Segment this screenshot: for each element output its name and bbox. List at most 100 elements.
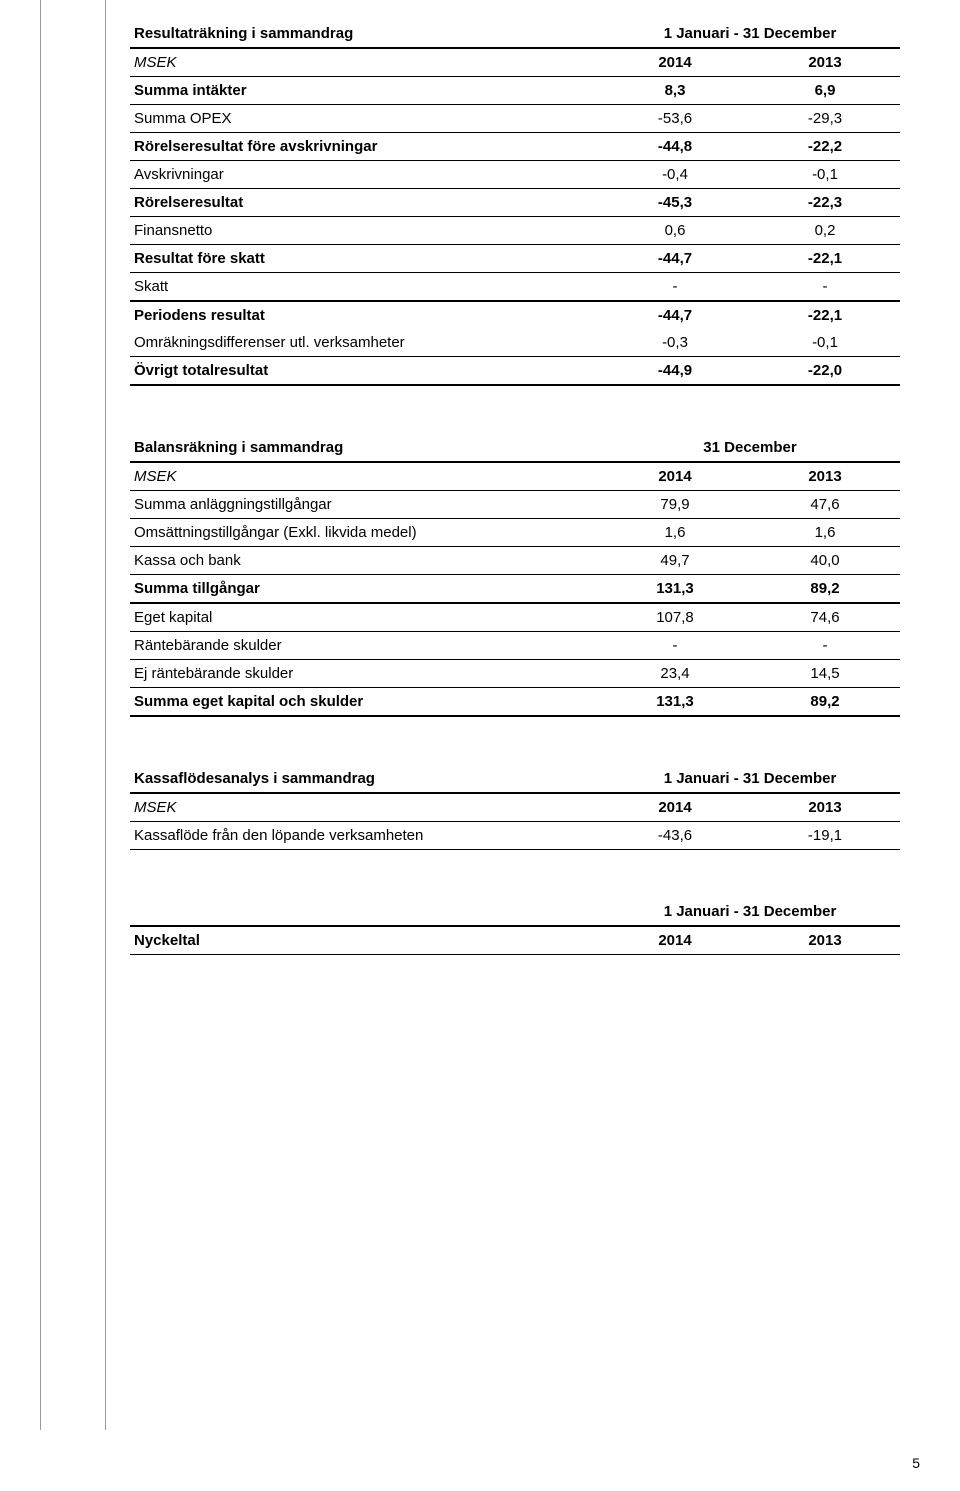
row-label: Kassa och bank [130, 547, 600, 575]
row-label: Summa tillgångar [130, 575, 600, 604]
income-title: Resultaträkning i sammandrag [130, 20, 600, 48]
row-label: Räntebärande skulder [130, 632, 600, 660]
row-label: Finansnetto [130, 217, 600, 245]
margin-line-inner [105, 0, 106, 1430]
balance-unit-label: MSEK [130, 462, 600, 491]
row-value-2014: 49,7 [600, 547, 750, 575]
table-row: Rörelseresultat före avskrivningar-44,8-… [130, 133, 900, 161]
row-value-2014: 79,9 [600, 491, 750, 519]
row-label: Övrigt totalresultat [130, 357, 600, 386]
row-value-2014: 0,6 [600, 217, 750, 245]
income-rows: Summa intäkter8,36,9Summa OPEX-53,6-29,3… [130, 77, 900, 386]
margin-line-outer [40, 0, 41, 1430]
table-row: Kassa och bank49,740,0 [130, 547, 900, 575]
table-row: Summa tillgångar131,389,2 [130, 575, 900, 604]
row-label: Omräkningsdifferenser utl. verksamheter [130, 329, 600, 357]
income-col-2013: 2013 [750, 48, 900, 77]
row-value-2013: 6,9 [750, 77, 900, 105]
balance-period: 31 December [600, 434, 900, 462]
keyratios-empty [130, 898, 600, 926]
row-label: Eget kapital [130, 603, 600, 632]
income-unit-label: MSEK [130, 48, 600, 77]
balance-col-2014: 2014 [600, 462, 750, 491]
table-row: Summa intäkter8,36,9 [130, 77, 900, 105]
row-value-2014: 107,8 [600, 603, 750, 632]
row-value-2013: 89,2 [750, 688, 900, 717]
row-label: Summa anläggningstillgångar [130, 491, 600, 519]
balance-title: Balansräkning i sammandrag [130, 434, 600, 462]
row-value-2013: 40,0 [750, 547, 900, 575]
keyratios-period: 1 Januari - 31 December [600, 898, 900, 926]
row-value-2014: - [600, 273, 750, 302]
keyratios-section: 1 Januari - 31 December Nyckeltal 2014 2… [130, 898, 900, 955]
row-label: Rörelseresultat [130, 189, 600, 217]
row-label: Ej räntebärande skulder [130, 660, 600, 688]
table-row: Eget kapital107,874,6 [130, 603, 900, 632]
row-label: Avskrivningar [130, 161, 600, 189]
table-row: Periodens resultat-44,7-22,1 [130, 301, 900, 329]
table-row: Räntebärande skulder-- [130, 632, 900, 660]
row-value-2013: -0,1 [750, 329, 900, 357]
row-value-2013: 14,5 [750, 660, 900, 688]
row-value-2013: -22,0 [750, 357, 900, 386]
balance-rows: Summa anläggningstillgångar79,947,6Omsät… [130, 491, 900, 717]
table-row: Summa anläggningstillgångar79,947,6 [130, 491, 900, 519]
cashflow-section: Kassaflödesanalys i sammandrag 1 Januari… [130, 765, 900, 850]
balance-sheet-table: Balansräkning i sammandrag 31 December M… [130, 434, 900, 717]
table-row: Resultat före skatt-44,7-22,1 [130, 245, 900, 273]
row-label: Summa intäkter [130, 77, 600, 105]
row-value-2013: -29,3 [750, 105, 900, 133]
row-value-2014: -44,8 [600, 133, 750, 161]
table-row: Avskrivningar-0,4-0,1 [130, 161, 900, 189]
row-value-2014: -0,3 [600, 329, 750, 357]
row-value-2014: 23,4 [600, 660, 750, 688]
row-label: Summa eget kapital och skulder [130, 688, 600, 717]
cashflow-table: Kassaflödesanalys i sammandrag 1 Januari… [130, 765, 900, 850]
cashflow-period: 1 Januari - 31 December [600, 765, 900, 793]
row-label: Omsättningstillgångar (Exkl. likvida med… [130, 519, 600, 547]
cashflow-col-2013: 2013 [750, 793, 900, 822]
row-value-2014: -53,6 [600, 105, 750, 133]
row-value-2013: -22,1 [750, 301, 900, 329]
page: Resultaträkning i sammandrag 1 Januari -… [0, 0, 960, 1491]
row-value-2013: 89,2 [750, 575, 900, 604]
row-value-2014: -44,7 [600, 245, 750, 273]
row-value-2013: 1,6 [750, 519, 900, 547]
row-value-2013: - [750, 632, 900, 660]
row-value-2014: 131,3 [600, 575, 750, 604]
income-statement-table: Resultaträkning i sammandrag 1 Januari -… [130, 20, 900, 386]
table-row: Omsättningstillgångar (Exkl. likvida med… [130, 519, 900, 547]
keyratios-col-2014: 2014 [600, 926, 750, 955]
row-label: Summa OPEX [130, 105, 600, 133]
row-value-2014: -43,6 [600, 822, 750, 850]
row-value-2013: -22,3 [750, 189, 900, 217]
balance-sheet-section: Balansräkning i sammandrag 31 December M… [130, 434, 900, 717]
row-label: Resultat före skatt [130, 245, 600, 273]
keyratios-col-2013: 2013 [750, 926, 900, 955]
table-row: Ej räntebärande skulder23,414,5 [130, 660, 900, 688]
row-value-2013: 74,6 [750, 603, 900, 632]
row-value-2013: -19,1 [750, 822, 900, 850]
row-label: Kassaflöde från den löpande verksamheten [130, 822, 600, 850]
row-value-2013: -22,1 [750, 245, 900, 273]
row-value-2014: 1,6 [600, 519, 750, 547]
row-value-2013: 47,6 [750, 491, 900, 519]
row-value-2014: -44,9 [600, 357, 750, 386]
row-value-2014: 131,3 [600, 688, 750, 717]
keyratios-title: Nyckeltal [130, 926, 600, 955]
row-value-2014: -44,7 [600, 301, 750, 329]
row-value-2014: -0,4 [600, 161, 750, 189]
cashflow-col-2014: 2014 [600, 793, 750, 822]
table-row: Rörelseresultat-45,3-22,3 [130, 189, 900, 217]
row-label: Rörelseresultat före avskrivningar [130, 133, 600, 161]
keyratios-table: 1 Januari - 31 December Nyckeltal 2014 2… [130, 898, 900, 955]
table-row: Skatt-- [130, 273, 900, 302]
cashflow-unit-label: MSEK [130, 793, 600, 822]
income-period: 1 Januari - 31 December [600, 20, 900, 48]
page-number: 5 [912, 1455, 920, 1471]
income-col-2014: 2014 [600, 48, 750, 77]
row-value-2013: -0,1 [750, 161, 900, 189]
cashflow-rows: Kassaflöde från den löpande verksamheten… [130, 822, 900, 850]
row-value-2014: -45,3 [600, 189, 750, 217]
table-row: Summa eget kapital och skulder131,389,2 [130, 688, 900, 717]
